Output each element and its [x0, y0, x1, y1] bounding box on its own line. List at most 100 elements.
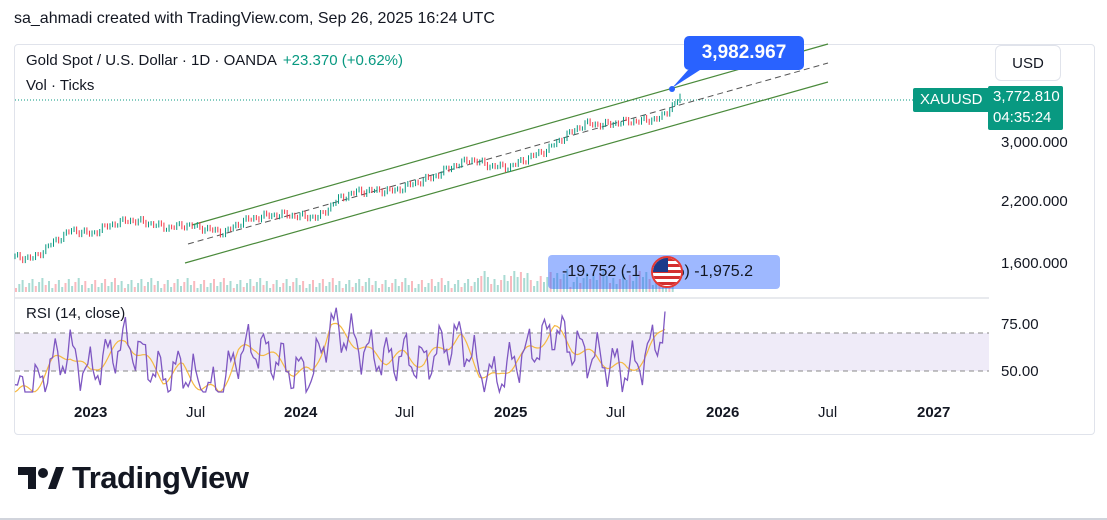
channel-mid-line: [187, 62, 829, 245]
volume-bar: [305, 288, 308, 292]
bottom-divider: [0, 518, 1107, 520]
volume-bar: [566, 269, 569, 292]
volume-bar: [420, 280, 423, 292]
volume-bar: [381, 284, 384, 292]
volume-bar: [292, 282, 295, 292]
volume-bar: [473, 282, 476, 292]
volume-bar: [543, 282, 545, 292]
volume-bar: [523, 278, 526, 292]
volume-bar: [651, 285, 654, 292]
volume-bar: [193, 281, 196, 292]
volume-bar: [246, 283, 248, 292]
currency-button[interactable]: USD: [995, 45, 1061, 81]
rsi-ma-line: [14, 322, 666, 393]
volume-bar: [97, 287, 100, 292]
volume-bar: [338, 281, 341, 292]
volume-bar: [189, 285, 192, 292]
volume-bar: [387, 287, 390, 292]
volume-bar: [447, 281, 450, 292]
header-credit: sa_ahmadi created with TradingView.com, …: [14, 10, 495, 27]
volume-bar: [272, 284, 275, 292]
volume-bar: [477, 278, 479, 292]
tradingview-logo-icon: [18, 467, 64, 489]
volume-bar: [308, 284, 311, 292]
volume-bar: [602, 270, 605, 292]
volume-bar: [618, 279, 621, 292]
volume-bar: [107, 286, 110, 292]
volume-bar: [354, 283, 357, 292]
volume-bar: [51, 288, 54, 292]
volume-bar: [394, 279, 397, 292]
symbol-tag: XAUUSD: [913, 88, 990, 112]
volume-bar: [186, 278, 189, 292]
volume-bar: [74, 282, 77, 292]
volume-bar: [57, 280, 60, 292]
volume-bar: [123, 288, 126, 292]
volume-bar: [41, 278, 44, 292]
volume-bar: [371, 285, 374, 292]
volume-bar: [576, 277, 578, 292]
volume-bar: [288, 286, 291, 292]
volume-bar: [414, 288, 417, 292]
measure-value-tail: %) -1,975.2: [670, 263, 753, 280]
volume-bar: [259, 278, 262, 292]
volume-bar: [219, 282, 222, 292]
volume-bar: [546, 277, 549, 292]
volume-bar: [427, 283, 430, 292]
volume-bar: [341, 288, 344, 292]
volume-bar: [61, 287, 64, 292]
volume-bar: [173, 283, 176, 292]
volume-bar: [556, 273, 559, 292]
volume-bar: [424, 287, 427, 292]
volume-bar: [120, 281, 123, 292]
volume-bar: [147, 282, 149, 292]
volume-bar: [434, 286, 437, 292]
volume-bar: [582, 278, 585, 292]
volume-bar: [239, 280, 242, 292]
volume-bar: [516, 277, 519, 292]
volume-bar: [67, 279, 70, 292]
volume-bar: [24, 287, 27, 292]
tradingview-logo: TradingView: [18, 460, 249, 496]
volume-bar: [335, 285, 338, 292]
volume-bar: [526, 273, 529, 292]
volume-bar: [279, 287, 281, 292]
volume-bar: [496, 285, 499, 292]
volume-bar: [176, 279, 179, 292]
volume-bar: [486, 277, 489, 292]
volume-bar: [249, 279, 252, 292]
volume-bar: [536, 281, 539, 292]
volume-bar: [275, 280, 278, 292]
volume-bar: [209, 283, 212, 292]
chart-title: Gold Spot / U.S. Dollar · 1D · OANDA: [26, 52, 277, 69]
last-price-tag: 3,772.810 04:35:24: [988, 86, 1063, 130]
volume-bar: [391, 283, 394, 292]
x-tick-jul-2023: Jul: [186, 404, 206, 421]
price-target-callout[interactable]: 3,982.967: [684, 36, 804, 70]
volume-bar: [87, 288, 90, 292]
volume-bar: [226, 285, 229, 292]
volume-bar: [430, 279, 433, 292]
chart-legend: Gold Spot / U.S. Dollar · 1D · OANDA +23.…: [26, 52, 403, 69]
x-tick-2023: 2023: [74, 404, 108, 421]
volume-bar: [216, 286, 219, 292]
volume-bar: [312, 280, 314, 292]
rsi-label: RSI (14, close): [26, 305, 126, 322]
volume-bar: [345, 284, 347, 292]
volume-bar: [470, 286, 473, 292]
volume-bar: [562, 274, 565, 292]
volume-label: Vol · Ticks: [26, 77, 95, 94]
volume-bar: [493, 279, 496, 292]
volume-bar: [552, 278, 555, 292]
last-price: 3,772.810: [993, 88, 1060, 105]
volume-bar: [64, 283, 67, 292]
volume-bar: [325, 286, 328, 292]
volume-bar: [463, 283, 466, 292]
volume-bar: [457, 280, 460, 292]
volume-bar: [117, 285, 120, 292]
volume-bar: [460, 287, 463, 292]
volume-bar: [579, 283, 582, 292]
volume-bar: [605, 276, 608, 292]
volume-bar: [77, 278, 80, 292]
